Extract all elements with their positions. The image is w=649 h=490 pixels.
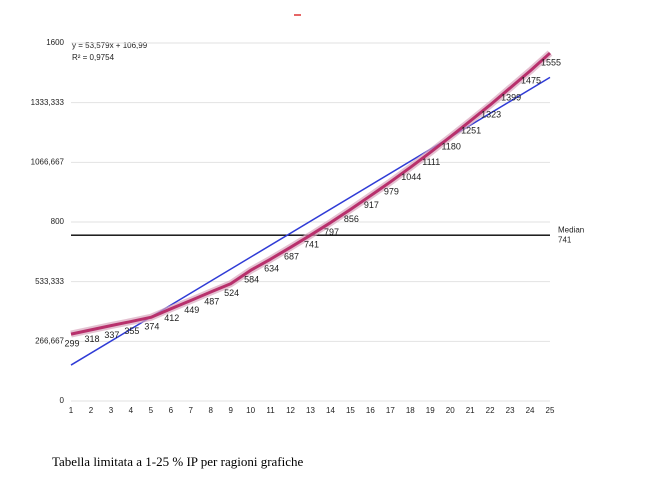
data-label: 979: [384, 186, 399, 196]
x-tick-label: 15: [346, 406, 355, 415]
data-label: 1323: [481, 109, 501, 119]
trend-equation: y = 53,579x + 106,99: [72, 41, 148, 50]
x-tick-label: 13: [306, 406, 315, 415]
data-label: 856: [344, 214, 359, 224]
data-label: 1180: [442, 141, 461, 151]
series-line: [70, 51, 552, 336]
x-tick-label: 2: [89, 406, 94, 415]
caption: Tabella limitata a 1-25 % IP per ragioni…: [52, 454, 304, 469]
x-tick-label: 11: [266, 406, 275, 415]
x-tick-label: 18: [406, 406, 415, 415]
data-label: 318: [84, 334, 99, 344]
trend-r2: R² = 0,9754: [72, 53, 115, 62]
x-tick-label: 7: [189, 406, 194, 415]
y-tick-label: 0: [60, 396, 65, 405]
y-tick-label: 533,333: [35, 277, 64, 286]
x-tick-label: 16: [366, 406, 375, 415]
x-tick-label: 9: [228, 406, 233, 415]
x-tick-label: 1: [69, 406, 74, 415]
data-label: 687: [284, 252, 299, 262]
x-tick-label: 8: [208, 406, 213, 415]
median-value: 741: [558, 235, 572, 244]
data-label: 741: [304, 240, 319, 250]
x-tick-label: 23: [506, 406, 515, 415]
data-label: 584: [244, 275, 259, 285]
x-tick-label: 24: [526, 406, 535, 415]
data-label: 1555: [541, 57, 561, 67]
data-label: 337: [104, 330, 119, 340]
data-label: 487: [204, 296, 219, 306]
data-label: 634: [264, 264, 279, 274]
x-tick-label: 10: [246, 406, 255, 415]
x-tick-label: 5: [149, 406, 154, 415]
x-tick-label: 25: [546, 406, 555, 415]
data-label: 299: [64, 338, 79, 348]
x-tick-label: 19: [426, 406, 435, 415]
y-tick-label: 1066,667: [31, 157, 65, 166]
x-tick-label: 6: [169, 406, 174, 415]
y-tick-label: 800: [51, 217, 65, 226]
y-tick-label: 1333,333: [31, 98, 65, 107]
x-tick-label: 14: [326, 406, 335, 415]
data-label: 1475: [521, 75, 541, 85]
data-label: 917: [364, 200, 379, 210]
x-tick-label: 20: [446, 406, 455, 415]
y-tick-label: 1600: [46, 38, 64, 47]
y-tick-label: 266,667: [35, 336, 64, 345]
data-label: 355: [124, 326, 139, 336]
data-label: 524: [224, 288, 239, 298]
data-label: 412: [164, 313, 179, 323]
x-tick-label: 22: [486, 406, 495, 415]
data-label: 1111: [422, 157, 440, 167]
x-tick-label: 12: [286, 406, 295, 415]
data-label: 797: [324, 227, 339, 237]
x-tick-label: 17: [386, 406, 395, 415]
data-label: 449: [184, 305, 199, 315]
series-halo: [70, 50, 553, 338]
x-tick-label: 21: [466, 406, 475, 415]
data-label: 374: [144, 322, 159, 332]
x-tick-label: 3: [109, 406, 114, 415]
x-tick-label: 4: [129, 406, 134, 415]
data-label: 1399: [501, 92, 521, 102]
median-label: Median: [558, 225, 584, 234]
data-label: 1044: [401, 172, 421, 182]
data-label: 1251: [461, 125, 481, 135]
